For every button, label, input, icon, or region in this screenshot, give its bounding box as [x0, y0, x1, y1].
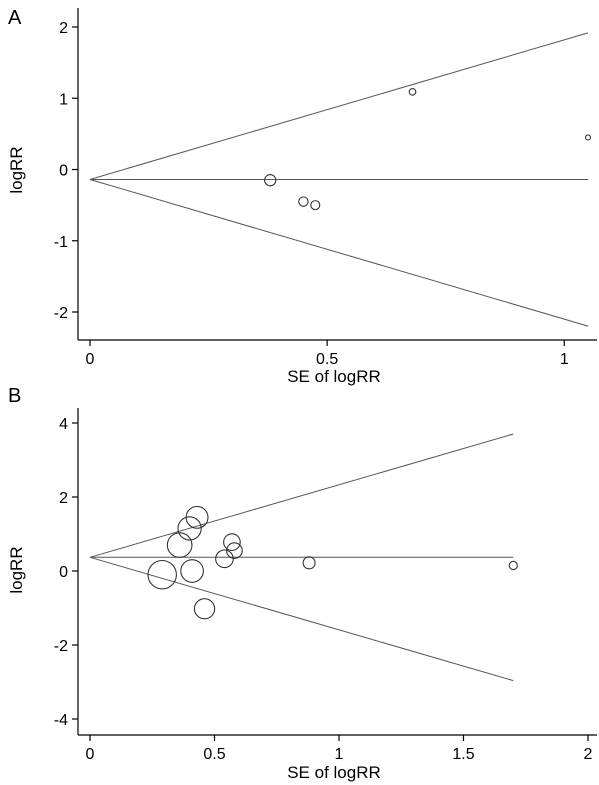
study-point: [226, 542, 243, 560]
study-point: [298, 196, 309, 207]
y-tick-label: -2: [54, 638, 68, 655]
study-point: [302, 556, 316, 570]
x-tick-label: 1: [560, 351, 569, 368]
study-point: [185, 505, 209, 529]
x-tick-label: 0.5: [203, 746, 225, 763]
study-point: [166, 532, 193, 558]
panel-label: B: [8, 385, 21, 407]
x-tick-label: 0: [86, 351, 95, 368]
funnel-upper-limit-line: [89, 433, 514, 558]
x-tick-label: 1: [335, 746, 344, 763]
study-point: [264, 174, 277, 187]
y-tick-label: 2: [59, 20, 68, 37]
y-tick-label: 0: [59, 163, 68, 180]
study-point: [147, 559, 177, 590]
study-point: [177, 516, 202, 541]
x-tick-label: 2: [584, 746, 593, 763]
study-point: [508, 560, 518, 571]
y-tick-label: 2: [59, 490, 68, 507]
study-point: [310, 200, 321, 211]
study-point: [584, 134, 592, 141]
funnel-upper-limit-line: [89, 32, 589, 180]
funnel-lower-limit-line: [89, 556, 514, 682]
y-tick-label: -4: [54, 712, 68, 729]
y-axis-title: logRR: [7, 546, 26, 593]
x-tick-label: 0.5: [316, 351, 338, 368]
study-point: [223, 533, 241, 551]
y-tick-label: 1: [59, 91, 68, 108]
funnel-lower-limit-line: [89, 178, 589, 327]
x-tick-label: 0: [86, 746, 95, 763]
y-tick-label: 4: [59, 416, 68, 433]
x-axis-title: SE of logRR: [287, 367, 381, 386]
panel-label: A: [8, 7, 22, 29]
study-point: [193, 598, 216, 620]
study-point: [180, 559, 204, 583]
y-tick-label: 0: [59, 564, 68, 581]
x-axis-title: SE of logRR: [287, 763, 381, 782]
x-tick-label: 1.5: [452, 746, 474, 763]
y-tick-label: -2: [54, 305, 68, 322]
study-point: [215, 549, 234, 569]
funnel-plot-panel-a: A 2 1 0 -1 -2 0 0.5 1 SE of logRR logRR: [7, 7, 597, 386]
study-point: [408, 87, 417, 96]
y-tick-label: -1: [54, 234, 68, 251]
funnel-plot-panel-b: B 4 2 0 -2 -4 0 0.5 1 1.5 2 SE of logRR logRR: [7, 385, 597, 782]
y-axis-title: logRR: [7, 146, 26, 193]
